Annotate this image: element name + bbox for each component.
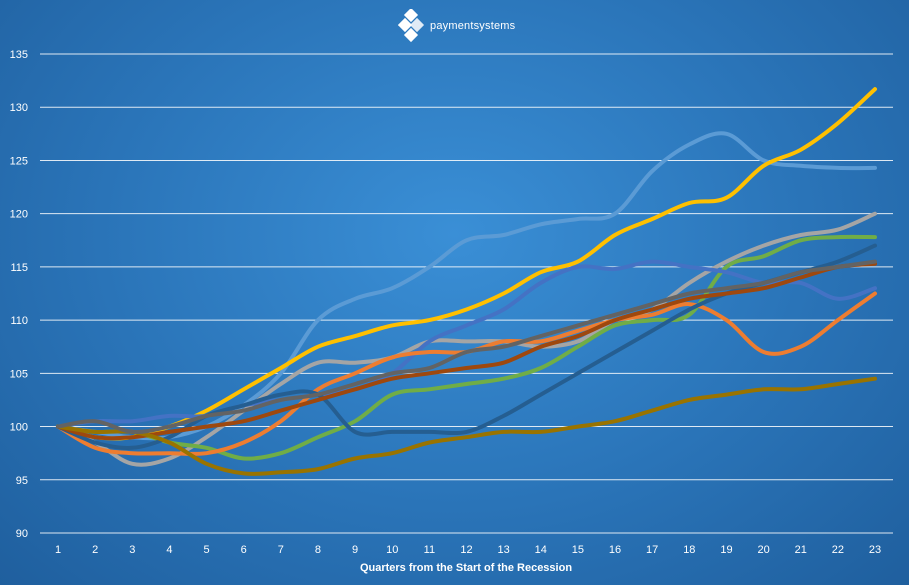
x-tick-label: 17 xyxy=(646,544,658,556)
diamond-cluster-icon xyxy=(398,9,425,43)
brand-name: paymentsystems xyxy=(430,20,516,32)
x-tick-label: 18 xyxy=(683,544,695,556)
y-tick-label: 135 xyxy=(10,49,28,61)
series-lines xyxy=(56,87,877,476)
x-tick-label: 23 xyxy=(869,544,881,556)
series-line-9 xyxy=(56,376,877,476)
brand-logo: paymentsystems xyxy=(398,8,515,44)
y-tick-label: 115 xyxy=(10,262,28,274)
y-tick-label: 90 xyxy=(16,528,28,540)
x-tick-label: 5 xyxy=(203,544,209,556)
series-line-3 xyxy=(56,211,877,467)
x-tick-label: 2 xyxy=(92,544,98,556)
x-tick-label: 21 xyxy=(795,544,807,556)
x-tick-label: 16 xyxy=(609,544,621,556)
series-line-10 xyxy=(56,259,877,435)
x-tick-label: 15 xyxy=(572,544,584,556)
y-tick-label: 100 xyxy=(10,422,28,434)
x-tick-label: 22 xyxy=(832,544,844,556)
x-tick-label: 10 xyxy=(386,544,398,556)
x-axis-ticks: 1 2 3 4 5 6 7 8 9 10 11 12 13 14 15 16 17 18 19 20 21 22 23 xyxy=(55,544,881,556)
x-tick-label: 1 xyxy=(55,544,61,556)
y-tick-label: 95 xyxy=(16,475,28,487)
x-tick-label: 20 xyxy=(757,544,769,556)
y-tick-label: 130 xyxy=(10,102,28,114)
y-tick-label: 125 xyxy=(10,155,28,167)
y-tick-label: 105 xyxy=(10,368,28,380)
grid-lines xyxy=(40,53,893,534)
series-line-7 xyxy=(56,243,877,450)
x-tick-label: 6 xyxy=(241,544,247,556)
x-tick-label: 11 xyxy=(424,544,435,556)
y-tick-label: 120 xyxy=(10,209,28,221)
series-line-4 xyxy=(56,234,877,461)
x-tick-label: 4 xyxy=(166,544,172,556)
y-axis-ticks: 90 95 100 105 110 115 120 125 130 135 xyxy=(10,49,28,540)
x-tick-label: 9 xyxy=(352,544,358,556)
series-line-5 xyxy=(56,259,877,429)
x-tick-label: 13 xyxy=(498,544,510,556)
series-line-2 xyxy=(56,87,877,441)
x-axis-label: Quarters from the Start of the Recession xyxy=(360,562,572,574)
x-tick-label: 19 xyxy=(720,544,732,556)
series-line-8 xyxy=(56,261,877,441)
y-tick-label: 110 xyxy=(10,315,28,327)
x-tick-label: 14 xyxy=(535,544,547,556)
series-line-1 xyxy=(56,131,877,441)
x-tick-label: 8 xyxy=(315,544,321,556)
x-tick-label: 7 xyxy=(278,544,284,556)
x-tick-label: 12 xyxy=(460,544,472,556)
x-tick-label: 3 xyxy=(129,544,135,556)
